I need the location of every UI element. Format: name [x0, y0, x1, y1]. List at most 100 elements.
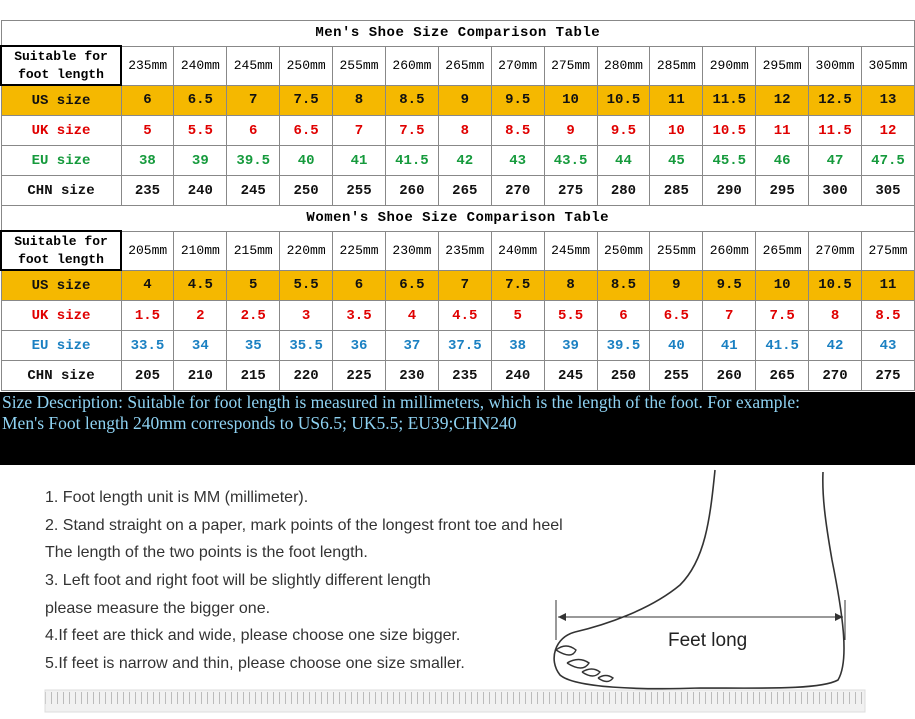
size-cell: 230: [384, 360, 439, 391]
size-cell: 37.5: [437, 330, 492, 361]
size-cell: 39: [173, 145, 228, 176]
size-cell: 305: [860, 175, 915, 206]
size-cell: 225: [332, 360, 386, 391]
size-row: US size 6 6.5 7 7.5 8 8.5 9 9.5 10 10.5 11 11.5 12 12.…: [0, 84, 915, 116]
size-cell: 13: [860, 84, 915, 116]
size-cell: 41.5: [755, 330, 810, 361]
size-cell: 12: [755, 84, 810, 116]
size-cell: 8.5: [384, 84, 439, 116]
foot-length: 290mm: [702, 45, 757, 86]
size-cell: 10.5: [596, 84, 651, 116]
size-cell: 5.5: [543, 300, 598, 331]
size-cell: 245: [543, 360, 598, 391]
step-line: 1. Foot length unit is MM (millimeter).: [45, 489, 309, 506]
size-cell: 41: [332, 145, 386, 176]
size-cell: 7: [332, 115, 386, 146]
table-title: Women's Shoe Size Comparison Table: [0, 205, 915, 232]
foot-length: 215mm: [226, 230, 281, 271]
size-cell: 35: [226, 330, 281, 361]
size-row: EU size 38 39 39.5 40 41 41.5 42 43 43.5 44 45 45.5 4…: [0, 145, 915, 176]
row-label: Suitable for foot length: [0, 45, 122, 86]
foot-length: 250mm: [279, 45, 334, 86]
size-cell: 7: [437, 269, 492, 301]
foot-length: 300mm: [808, 45, 862, 86]
size-cell: 10: [755, 269, 810, 301]
row-label: Suitable for foot length: [0, 230, 122, 271]
foot-length: 235mm: [120, 45, 175, 86]
size-cell: 7.5: [755, 300, 810, 331]
size-cell: 250: [596, 360, 651, 391]
size-cell: 245: [226, 175, 281, 206]
size-cell: 7: [702, 300, 757, 331]
step-line: 4.If feet are thick and wide, please cho…: [45, 627, 461, 645]
header-row: Suitable for foot length 205mm 210mm 215mm 2…: [0, 230, 915, 271]
size-cell: 2: [173, 300, 228, 331]
size-cell: 4.5: [437, 300, 492, 331]
description-line: Men's Foot length 240mm corresponds to U…: [2, 413, 517, 433]
foot-length: 275mm: [860, 230, 915, 271]
row-label: UK size: [0, 115, 122, 146]
size-row: CHN size 205 210 215 220 225 230 235 240 245 250 25…: [0, 360, 915, 391]
size-cell: 12.5: [808, 84, 862, 116]
size-cell: 6.5: [649, 300, 704, 331]
foot-length: 245mm: [226, 45, 281, 86]
size-cell: 270: [808, 360, 862, 391]
foot-length: 255mm: [649, 230, 704, 271]
size-cell: 12: [860, 115, 915, 146]
foot-length: 260mm: [702, 230, 757, 271]
size-cell: 8: [543, 269, 598, 301]
size-cell: 36: [332, 330, 386, 361]
size-row: US size 4 4.5 5 5.5 6 6.5 7 7.5 8 8.5 9 9.5 10 10.5 11: [0, 269, 915, 301]
size-cell: 9.5: [490, 84, 545, 116]
size-cell: 6.5: [279, 115, 334, 146]
foot-length: 285mm: [649, 45, 704, 86]
size-cell: 210: [173, 360, 228, 391]
step-line: 2. Stand straight on a paper, mark point…: [45, 516, 563, 534]
size-cell: 9.5: [702, 269, 757, 301]
row-label: EU size: [0, 330, 122, 361]
toes: [555, 645, 614, 683]
size-cell: 7.5: [490, 269, 545, 301]
size-cell: 6.5: [384, 269, 439, 301]
size-cell: 215: [226, 360, 281, 391]
row-label: US size: [0, 269, 122, 301]
women-size-table: Women's Shoe Size Comparison Table Suitab…: [0, 205, 915, 391]
foot-length: 260mm: [384, 45, 439, 86]
size-cell: 9: [543, 115, 598, 146]
size-cell: 11.5: [702, 84, 757, 116]
foot-length: 270mm: [490, 45, 545, 86]
size-cell: 6.5: [173, 84, 228, 116]
row-label: CHN size: [0, 175, 122, 206]
size-cell: 8.5: [490, 115, 545, 146]
size-cell: 5: [226, 269, 281, 301]
foot-length: 265mm: [437, 45, 492, 86]
size-cell: 2.5: [226, 300, 281, 331]
size-cell: 37: [384, 330, 439, 361]
foot-length: 270mm: [808, 230, 862, 271]
size-cell: 39.5: [226, 145, 281, 176]
size-cell: 240: [490, 360, 545, 391]
step-line: 3. Left foot and right foot will be slig…: [45, 572, 431, 590]
row-label: US size: [0, 84, 122, 116]
size-row: UK size 5 5.5 6 6.5 7 7.5 8 8.5 9 9.5 10 10.5 11 11.5 1…: [0, 115, 915, 146]
size-cell: 4: [120, 269, 175, 301]
size-cell: 3.5: [332, 300, 386, 331]
size-cell: 10: [543, 84, 598, 116]
size-cell: 300: [808, 175, 862, 206]
foot-length: 205mm: [120, 230, 175, 271]
foot-length: 235mm: [437, 230, 492, 271]
foot-length: 225mm: [332, 230, 386, 271]
size-row: EU size 33.5 34 35 35.5 36 37 37.5 38 39 39.5 40 41 4…: [0, 330, 915, 361]
size-cell: 7.5: [384, 115, 439, 146]
size-cell: 4.5: [173, 269, 228, 301]
size-cell: 275: [860, 360, 915, 391]
size-cell: 205: [120, 360, 175, 391]
size-cell: 220: [279, 360, 334, 391]
description-line: Size Description: Suitable for foot leng…: [2, 392, 801, 412]
size-cell: 295: [755, 175, 810, 206]
size-cell: 8: [808, 300, 862, 331]
size-cell: 6: [226, 115, 281, 146]
measure-steps: 1. Foot length unit is MM (millimeter). 2…: [45, 484, 563, 678]
foot-length: 265mm: [755, 230, 810, 271]
